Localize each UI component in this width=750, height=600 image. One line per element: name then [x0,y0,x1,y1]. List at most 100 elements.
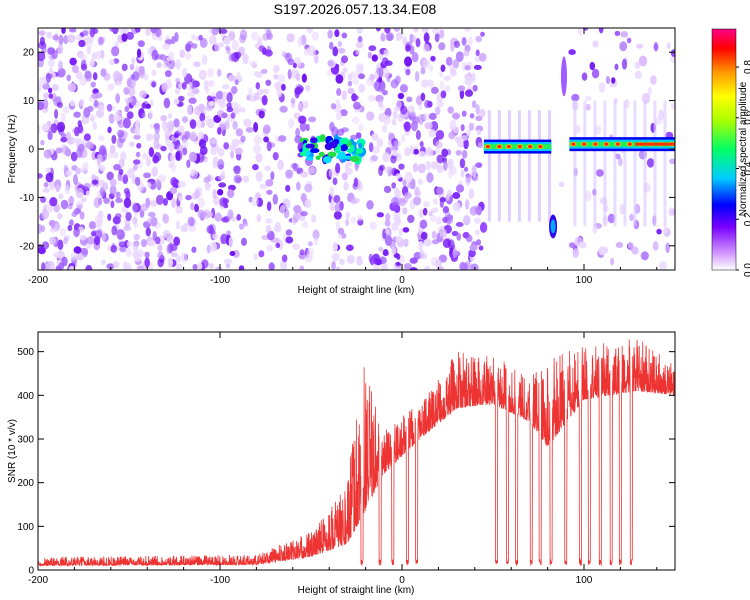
spectrogram-cell [188,97,197,104]
spectrogram-cell [439,80,445,91]
tone-blob [355,147,364,154]
spectrogram-cell [439,29,445,39]
x-tick-label: 0 [399,275,405,286]
spectrogram-streak [633,100,637,227]
spectrogram-cell [50,220,56,229]
spectrogram-cell [397,92,405,100]
tone-band-core [569,141,675,147]
tone-peak [538,144,543,149]
spectrogram-streak [623,100,627,227]
spectrogram-cell [83,133,91,141]
spectrogram-cell [173,98,180,105]
spectrogram-cell [277,239,284,251]
spectrogram-cell [464,75,472,82]
spectrogram-cell [215,266,223,270]
spectrogram-cell [151,49,159,61]
tone-peak [517,144,522,149]
spectrogram-cell [449,70,457,77]
spectrogram-cell [98,104,105,113]
spectrogram-cell [73,226,80,238]
spectrogram-cell [307,45,316,57]
spectrogram-cell [479,108,486,118]
spectrogram-cell [450,41,455,52]
spectrogram-cell [605,75,610,85]
spectrogram-cell [418,151,426,158]
spectrogram-cell [577,28,583,36]
spectrogram-streak [497,110,501,222]
spectrogram-cell [272,151,279,161]
colorbar: 0.0 0.2 0.4 0.6 0.8 Normalized spectral ampl… [711,28,750,277]
spectrogram-cell [404,192,412,199]
spectrogram-cell [280,259,288,270]
spectrogram-cell [640,251,649,261]
spectrogram-cell [157,251,164,260]
spectrogram-cell [60,136,68,143]
spectrogram-cell [334,29,340,38]
spectrogram-cell [584,190,592,202]
spectrogram-cell [335,98,341,105]
spectrogram-cell [199,112,206,122]
spectrogram-cell [409,144,414,155]
spectrogram-cell [356,64,364,74]
spectrogram-cell [97,197,103,206]
spectrogram-cell [109,178,117,187]
spectrogram-cell [412,162,419,173]
spectrogram-cell [402,179,407,187]
spectrogram-cell [383,166,391,174]
spectrogram-cell [273,74,279,80]
spectrogram-cell [221,216,229,223]
spectrogram-cell [266,189,273,195]
spectrogram-cell [227,189,235,199]
spectrogram-cell [145,103,151,109]
spectrogram-cell [350,70,359,79]
spectrogram-cell [338,258,345,266]
spectrogram-cell [94,229,103,240]
spectrogram-cell [629,213,634,222]
spectrogram-cell [85,141,94,150]
spectrogram-cell [478,52,487,62]
colorbar-ticks: 0.0 0.2 0.4 0.6 0.8 [711,28,750,277]
spectrogram-cell [228,236,233,248]
tone-peak [627,142,632,146]
spectrogram-cell [259,183,268,190]
spectrogram-cell [455,150,462,156]
spectrogram-cell [253,122,259,133]
spectrogram-cell [61,256,68,267]
spectrogram-cell [148,239,156,247]
x-tick-label: 0 [399,575,405,586]
spectrogram-cell [197,197,205,209]
spectrogram-cell [336,88,342,97]
spectrogram-cell [214,42,221,53]
tone-blob [318,151,325,157]
spectrogram-cell [334,203,341,213]
spectrogram-cell [45,167,52,173]
spectrogram-cell [60,199,69,210]
spectrogram-cell [218,174,225,180]
spectrogram-cell [394,265,404,270]
tone-blob [327,151,337,158]
spectrogram-cell [266,201,272,212]
spectrogram-cell [253,134,262,145]
spectrogram-cell [392,148,398,157]
spectrogram-cell [58,34,64,46]
y-tick-label: 20 [23,48,35,59]
spectrogram-cell [75,253,84,261]
spectrogram-cell [461,110,467,117]
spectrogram-cell [64,184,70,195]
spectrogram-cell [101,259,106,266]
spectrogram-cell [653,42,659,52]
spectrogram-cell [306,28,313,34]
spectrogram-cell [112,151,119,159]
spectrogram-cell [391,118,397,126]
spectrogram-cell [160,114,167,122]
snr-x-ticks: -200 -100 0 100 [28,332,658,586]
spectrogram-cell [368,142,374,153]
spectrogram-cell [455,221,464,227]
spectrogram-cell [60,112,67,124]
spectrogram-cell [200,120,205,129]
colorbar-tick-label: 0.4 [743,161,750,175]
spectrogram-x-ticks: -200 -100 0 100 [28,28,658,286]
spectrogram-cell [301,73,307,83]
spectrogram-cell [53,203,61,213]
spectrogram-cell [149,180,157,190]
